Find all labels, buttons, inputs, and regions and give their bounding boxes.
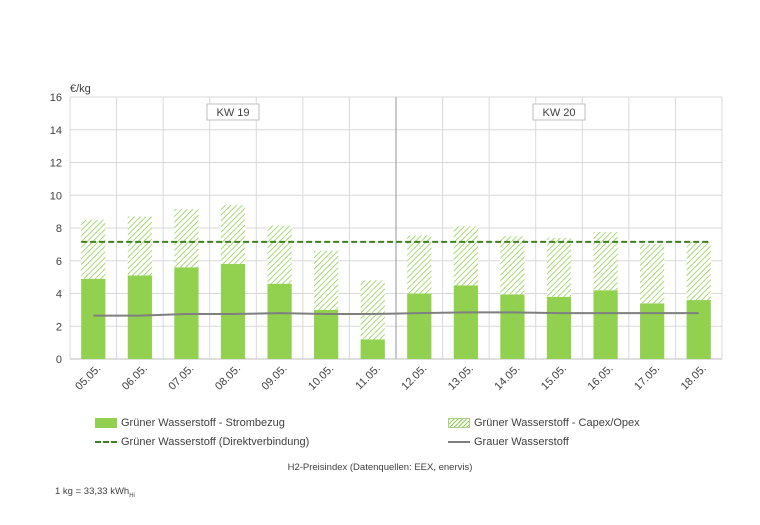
x-tick-label: 13.05. — [446, 363, 476, 393]
bar-capex-opex — [127, 216, 152, 276]
lines — [81, 240, 711, 317]
unit-footnote-text: 1 kg = 33,33 kWh — [55, 486, 130, 497]
week-label-kw19: KW 19 — [216, 107, 249, 119]
bar-capex-opex — [360, 280, 385, 340]
bar-strombezug — [81, 278, 106, 359]
y-tick-label: 12 — [50, 158, 62, 170]
bar-strombezug — [546, 296, 572, 359]
x-tick-label: 15.05. — [539, 363, 569, 393]
legend-grauer-wasserstoff: Grauer Wasserstoff — [448, 436, 569, 448]
bar-strombezug — [686, 300, 711, 359]
legend-strombezug: Grüner Wasserstoff - Strombezug — [95, 417, 285, 429]
bar-strombezug — [453, 285, 478, 359]
unit-footnote-subscript: Hi — [129, 492, 135, 499]
y-tick-label: 14 — [50, 125, 62, 137]
x-tick-label: 10.05. — [306, 363, 336, 393]
bar-capex-opex — [686, 241, 711, 301]
chart-source-caption: H2-Preisindex (Datenquellen: EEX, enervi… — [287, 462, 473, 473]
x-tick-label: 18.05. — [679, 363, 709, 393]
x-tick-label: 11.05. — [353, 363, 383, 393]
line-grauer-wasserstoff — [93, 311, 699, 317]
bar-strombezug — [500, 294, 525, 359]
legend-label-grauer-wasserstoff: Grauer Wasserstoff — [474, 436, 569, 448]
x-tick-label: 14.05. — [492, 363, 522, 393]
bar-strombezug — [407, 293, 432, 359]
legend-capex-opex: Grüner Wasserstoff - Capex/Opex — [448, 417, 640, 429]
bar-strombezug — [360, 339, 385, 359]
bar-strombezug — [640, 303, 665, 359]
x-tick-label: 06.05. — [120, 363, 150, 393]
legend-label-capex-opex: Grüner Wasserstoff - Capex/Opex — [474, 417, 640, 429]
y-tick-label: 16 — [50, 92, 62, 104]
x-tick-label: 17.05. — [632, 363, 662, 393]
bar-capex-opex — [593, 232, 618, 291]
bar-capex-opex — [81, 219, 106, 279]
legend-swatch-grauer-wasserstoff — [448, 441, 470, 443]
y-tick-label: 2 — [56, 321, 62, 333]
unit-footnote: 1 kg = 33,33 kWhHi — [55, 486, 135, 499]
y-tick-label: 10 — [50, 190, 62, 202]
bar-capex-opex — [640, 244, 665, 304]
y-tick-label: 4 — [56, 289, 62, 301]
legend-label-strombezug: Grüner Wasserstoff - Strombezug — [121, 417, 285, 429]
legend-direktverbindung: Grüner Wasserstoff (Direktverbindung) — [95, 436, 309, 448]
bar-capex-opex — [314, 250, 339, 310]
grid — [69, 96, 723, 360]
bar-strombezug — [127, 275, 152, 359]
y-tick-label: 0 — [56, 354, 62, 366]
bar-capex-opex — [267, 225, 292, 284]
y-tick-label: 6 — [56, 256, 62, 268]
legend-swatch-direktverbindung — [95, 441, 117, 443]
bar-capex-opex — [407, 235, 432, 294]
bar-strombezug — [267, 283, 292, 359]
legend-label-direktverbindung: Grüner Wasserstoff (Direktverbindung) — [121, 436, 310, 448]
bar-capex-opex — [220, 205, 246, 265]
x-tick-label: 12.05. — [399, 363, 429, 393]
bar-strombezug — [593, 290, 618, 359]
x-tick-label: 08.05. — [213, 363, 243, 393]
x-tick-label: 07.05. — [166, 363, 196, 393]
x-tick-label: 09.05. — [260, 363, 290, 393]
bar-capex-opex — [546, 237, 572, 297]
legend-swatch-capex-opex — [448, 418, 470, 428]
bar-capex-opex — [500, 236, 525, 295]
x-tick-label: 16.05. — [586, 363, 616, 393]
y-tick-label: 8 — [56, 223, 62, 235]
week-label-kw20: KW 20 — [542, 107, 575, 119]
bar-strombezug — [220, 264, 246, 359]
week-label-kw19-box — [206, 103, 260, 121]
y-axis-unit-label: €/kg — [70, 83, 91, 95]
legend-swatch-strombezug — [95, 418, 117, 428]
bar-capex-opex — [174, 209, 199, 268]
bar-strombezug — [314, 309, 339, 359]
x-tick-label: 05.05. — [73, 363, 103, 393]
bar-capex-opex — [453, 226, 478, 286]
week-label-kw20-box — [532, 103, 586, 121]
